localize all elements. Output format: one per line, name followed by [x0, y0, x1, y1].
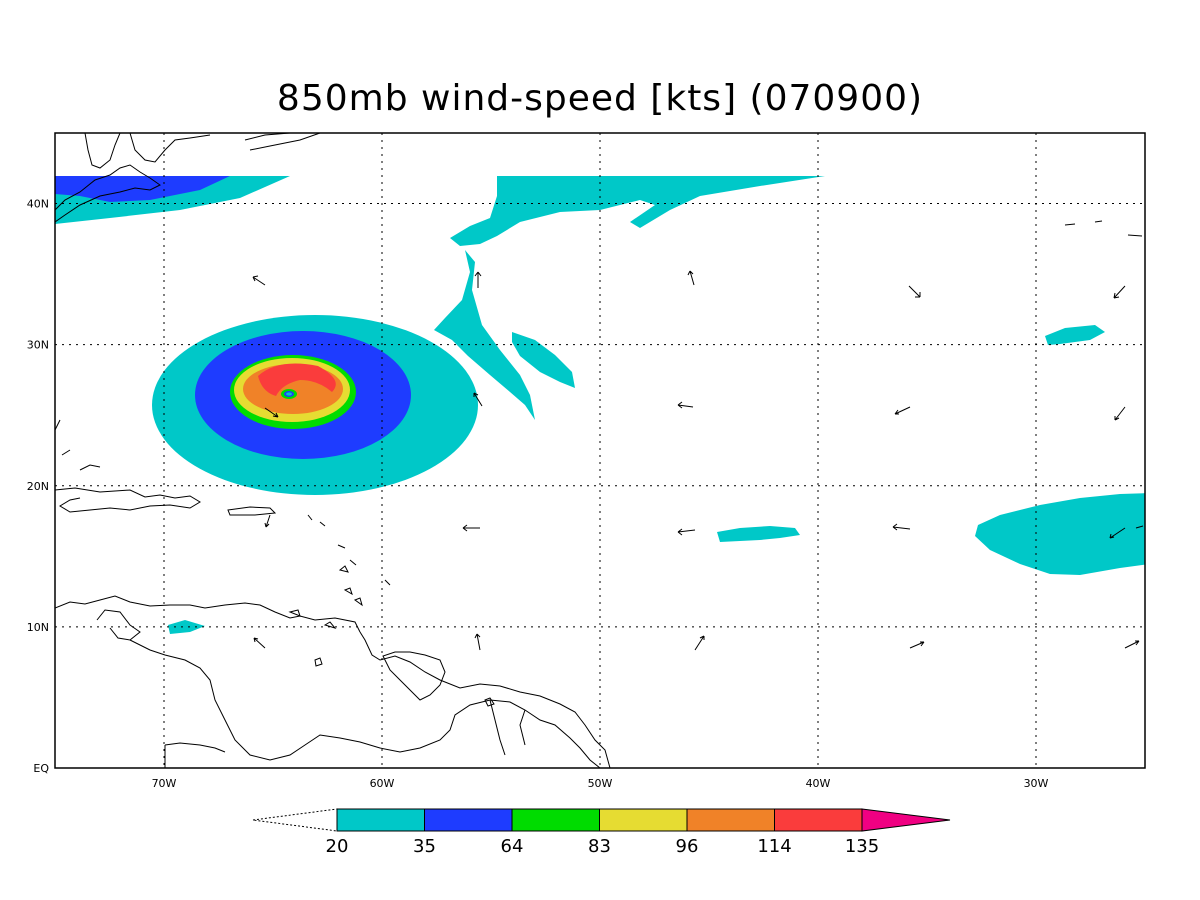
lon-label: 40W	[806, 777, 831, 790]
lat-label: 40N	[27, 198, 49, 211]
colorbar-label: 20	[326, 836, 349, 857]
colorbar-low-triangle	[252, 808, 338, 832]
colorbar: 20 35 64 83 96 114 135	[252, 808, 951, 857]
wind-114kt-shading	[258, 363, 336, 396]
wind-35kt-shading	[55, 176, 411, 459]
colorbar-label: 35	[413, 836, 436, 857]
colorbar-box	[336, 808, 425, 832]
lon-label: 50W	[588, 777, 613, 790]
colorbar-label: 135	[845, 836, 879, 857]
lat-label: 30N	[27, 339, 49, 352]
lat-lon-grid	[55, 133, 1145, 768]
colorbar-label: 83	[588, 836, 611, 857]
colorbar-box	[424, 808, 513, 832]
map-frame	[54, 132, 1146, 769]
colorbar-label: 64	[501, 836, 524, 857]
latitude-labels: 40N 30N 20N 10N EQ	[27, 198, 50, 775]
lat-label: 10N	[27, 621, 49, 634]
colorbar-box	[511, 808, 600, 832]
lat-label: 20N	[27, 480, 49, 493]
colorbar-label: 96	[676, 836, 699, 857]
lon-label: 30W	[1024, 777, 1049, 790]
colorbar-box	[686, 808, 775, 832]
colorbar-high-triangle	[861, 808, 951, 832]
lon-label: 70W	[152, 777, 177, 790]
lon-label: 60W	[370, 777, 395, 790]
chart-title: 850mb wind-speed [kts] (070900)	[276, 78, 924, 119]
storm-eye	[281, 389, 297, 399]
longitude-labels: 70W 60W 50W 40W 30W	[152, 777, 1049, 790]
wind-vectors	[252, 270, 1144, 651]
colorbar-box	[599, 808, 688, 832]
colorbar-label: 114	[757, 836, 791, 857]
coastlines	[55, 133, 1143, 768]
colorbar-box	[774, 808, 863, 832]
lat-label: EQ	[33, 762, 49, 775]
